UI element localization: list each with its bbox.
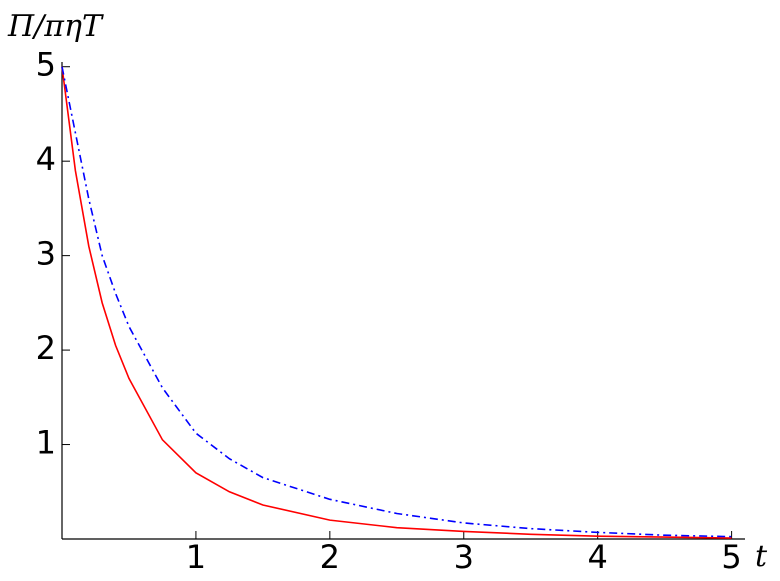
y-tick-label: 4: [36, 140, 56, 178]
y-tick-label: 3: [36, 235, 56, 273]
x-axis-label: t: [755, 539, 768, 574]
x-tick-label: 4: [588, 538, 608, 576]
x-tick-label: 3: [454, 538, 474, 576]
y-tick-label: 5: [36, 46, 56, 84]
x-tick-label: 1: [186, 538, 206, 576]
y-tick-label: 1: [36, 424, 56, 462]
y-tick-label: 2: [36, 329, 56, 367]
line-series: [61, 66, 732, 539]
x-tick-label: 5: [721, 538, 741, 576]
line-series: [61, 66, 732, 538]
x-tick-label: 2: [320, 538, 340, 576]
y-axis-label: Π/πηT: [7, 9, 104, 44]
